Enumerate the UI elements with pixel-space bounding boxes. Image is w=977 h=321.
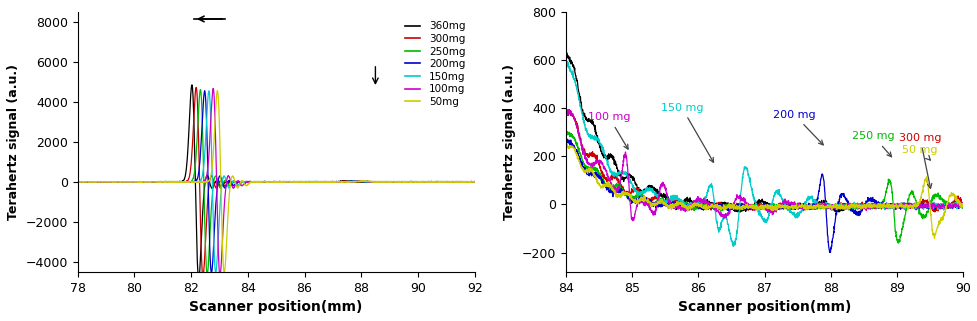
Text: 200 mg: 200 mg xyxy=(772,110,823,145)
Text: 250 mg: 250 mg xyxy=(852,132,894,157)
Y-axis label: Terahertz signal (a.u.): Terahertz signal (a.u.) xyxy=(503,64,516,220)
Legend: 360mg, 300mg, 250mg, 200mg, 150mg, 100mg, 50mg: 360mg, 300mg, 250mg, 200mg, 150mg, 100mg… xyxy=(401,17,469,111)
Text: 300 mg: 300 mg xyxy=(898,133,941,188)
Text: 50 mg: 50 mg xyxy=(902,145,937,160)
X-axis label: Scanner position(mm): Scanner position(mm) xyxy=(190,300,362,314)
X-axis label: Scanner position(mm): Scanner position(mm) xyxy=(677,300,850,314)
Text: 150 mg: 150 mg xyxy=(659,103,713,162)
Text: 100 mg: 100 mg xyxy=(587,112,629,149)
Y-axis label: Terahertz signal (a.u.): Terahertz signal (a.u.) xyxy=(7,64,20,220)
